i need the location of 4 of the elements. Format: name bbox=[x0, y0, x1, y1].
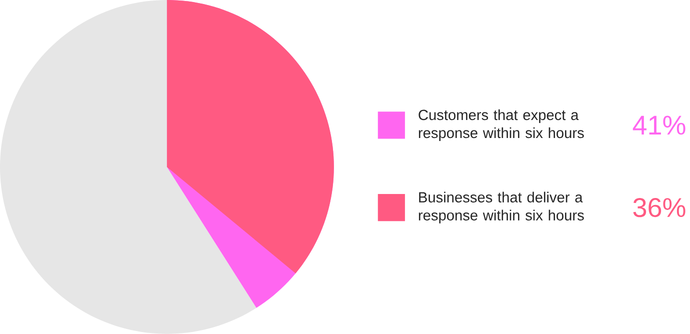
legend-label: Customers that expect a response within six hours bbox=[418, 109, 584, 142]
legend-label: Businesses that deliver a response within six hours bbox=[418, 192, 584, 224]
data-label: 36% bbox=[633, 198, 686, 218]
data-label: 41% bbox=[632, 116, 686, 135]
